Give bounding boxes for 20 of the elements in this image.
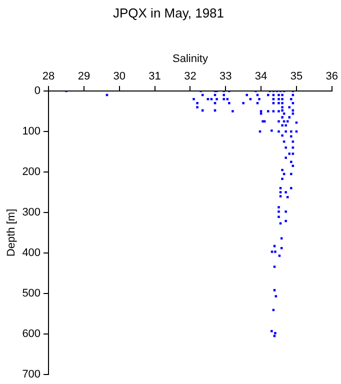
x-axis-title: Salinity <box>172 53 208 66</box>
x-tick-label: 28 <box>42 70 55 82</box>
y-tick-label: 200 <box>22 166 41 178</box>
x-tick-label: 31 <box>148 70 161 82</box>
y-tick-label: 300 <box>22 206 41 218</box>
y-tick-label: 500 <box>22 287 41 300</box>
y-tick-label: 600 <box>22 328 41 340</box>
y-tick-label: 100 <box>22 126 41 138</box>
x-tick-label: 36 <box>326 70 338 82</box>
x-tick-label: 35 <box>290 70 303 82</box>
x-tick-label: 34 <box>254 70 268 82</box>
x-tick-label: 32 <box>184 70 196 82</box>
y-tick-label: 0 <box>34 85 41 98</box>
x-tick-label: 30 <box>113 70 126 82</box>
x-tick-label: 33 <box>220 70 232 82</box>
y-axis-title: Depth [m] <box>6 208 18 257</box>
y-tick-label: 700 <box>22 368 41 380</box>
y-tick-label: 400 <box>22 246 41 259</box>
x-tick-label: 29 <box>78 70 90 82</box>
chart-title: JPQX in May, 1981 <box>112 5 224 20</box>
